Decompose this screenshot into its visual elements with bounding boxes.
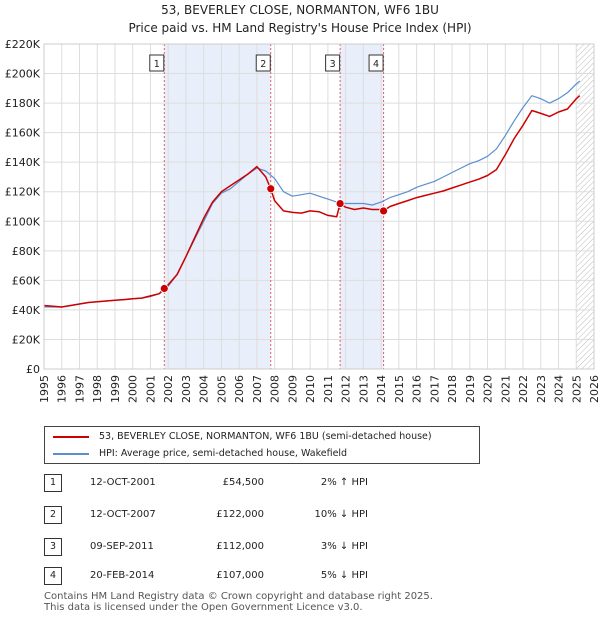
transaction-date: 09-SEP-2011 — [90, 541, 154, 552]
legend-item-property: 53, BEVERLEY CLOSE, NORMANTON, WF6 1BU (… — [53, 429, 432, 445]
x-tick-label: 2018 — [446, 375, 459, 403]
price-chart: 1 2 3 4 £0 £20K £40K £60K £80K £100K £120K £140K £16… — [5, 38, 600, 403]
x-tick-label: 2015 — [393, 375, 406, 403]
x-tick-label: 1999 — [109, 375, 122, 403]
x-tick-label: 2008 — [269, 375, 282, 403]
x-tick-label: 2017 — [428, 375, 441, 403]
property-line-swatch — [53, 435, 89, 438]
sale-label-text: 3 — [330, 59, 336, 70]
x-tick-label: 2013 — [357, 375, 370, 403]
x-tick-label: 2021 — [499, 375, 512, 403]
y-tick-label: £140K — [5, 156, 41, 169]
x-tick-label: 1996 — [56, 375, 69, 403]
sale-label-box — [255, 54, 271, 72]
transaction-price: £107,000 — [216, 570, 264, 581]
transaction-hpi: 3% ↓ HPI — [320, 541, 368, 552]
chart-title: 53, BEVERLEY CLOSE, NORMANTON, WF6 1BU — [161, 3, 439, 17]
transaction-price: £112,000 — [216, 541, 264, 552]
x-tick-label: 2000 — [127, 375, 140, 403]
x-tick-label: 2012 — [340, 375, 353, 403]
transaction-date: 12-OCT-2001 — [90, 477, 156, 488]
ownership-band — [340, 44, 384, 369]
sale-point — [379, 206, 388, 216]
x-tick-label: 2005 — [215, 375, 228, 403]
x-tick-label: 2020 — [482, 375, 495, 403]
sale-point — [159, 284, 169, 293]
y-tick-label: £0 — [26, 363, 40, 376]
legend-label-property: 53, BEVERLEY CLOSE, NORMANTON, WF6 1BU (… — [99, 431, 432, 442]
x-tick-label: 2010 — [304, 375, 317, 403]
legend-item-hpi: HPI: Average price, semi-detached house,… — [53, 446, 347, 462]
forecast-hatch — [576, 44, 594, 369]
transaction-hpi: 5% ↓ HPI — [320, 570, 368, 581]
x-tick-label: 2009 — [286, 375, 299, 403]
sale-label-box — [149, 54, 165, 72]
y-tick-label: £100K — [5, 215, 41, 228]
transaction-date: 20-FEB-2014 — [90, 570, 155, 581]
y-tick-label: £220K — [5, 38, 41, 51]
chart-subtitle: Price paid vs. HM Land Registry's House … — [128, 21, 472, 35]
footer-copyright: Contains HM Land Registry data © Crown c… — [44, 591, 433, 602]
legend: 53, BEVERLEY CLOSE, NORMANTON, WF6 1BU (… — [44, 426, 480, 464]
x-tick-label: 2001 — [144, 375, 157, 403]
ownership-band — [164, 44, 271, 369]
transaction-price: £54,500 — [222, 477, 264, 488]
y-tick-label: £60K — [12, 274, 41, 287]
x-tick-label: 2023 — [535, 375, 548, 403]
x-tick-label: 1995 — [38, 375, 51, 403]
y-tick-label: £180K — [5, 97, 41, 110]
x-tick-label: 2026 — [588, 375, 600, 403]
transaction-price: £122,000 — [216, 509, 264, 520]
x-tick-label: 2025 — [570, 375, 583, 403]
y-tick-label: £120K — [5, 186, 41, 199]
x-tick-label: 2011 — [322, 375, 335, 403]
y-tick-label: £160K — [5, 127, 41, 140]
transaction-badge: 2 — [44, 506, 62, 524]
x-tick-label: 2022 — [517, 375, 530, 403]
legend-label-hpi: HPI: Average price, semi-detached house,… — [99, 448, 348, 459]
transaction-row: 1 12-OCT-2001 £54,500 2% ↑ HPI — [44, 473, 464, 493]
x-tick-label: 2007 — [251, 375, 264, 403]
x-tick-label: 2014 — [375, 375, 388, 403]
transaction-row: 3 09-SEP-2011 £112,000 3% ↓ HPI — [44, 537, 464, 557]
transaction-badge: 1 — [44, 474, 62, 492]
transaction-hpi: 2% ↑ HPI — [320, 477, 368, 488]
footer-licence: This data is licensed under the Open Gov… — [44, 602, 363, 613]
property-price-line — [43, 95, 581, 308]
x-tick-label: 1998 — [91, 375, 104, 403]
transaction-hpi: 10% ↓ HPI — [314, 509, 368, 520]
x-tick-label: 2004 — [198, 375, 211, 403]
hpi-line-swatch — [53, 452, 89, 455]
plot-frame — [43, 43, 595, 370]
plot-area — [44, 44, 594, 369]
y-tick-label: £200K — [5, 68, 41, 81]
transaction-badge: 4 — [44, 567, 62, 585]
x-tick-label: 2003 — [180, 375, 193, 403]
sale-label-box — [325, 54, 341, 72]
sale-point — [266, 184, 276, 194]
sale-point — [335, 199, 345, 208]
y-tick-label: £20K — [12, 333, 41, 346]
transaction-row: 2 12-OCT-2007 £122,000 10% ↓ HPI — [44, 505, 464, 525]
transaction-date: 12-OCT-2007 — [90, 509, 156, 520]
sale-label-box — [368, 54, 384, 72]
sale-label-text: 4 — [373, 59, 379, 70]
transaction-badge: 3 — [44, 538, 62, 556]
x-tick-label: 1997 — [73, 375, 86, 403]
x-tick-label: 2002 — [162, 375, 175, 403]
x-tick-label: 2006 — [233, 375, 246, 403]
y-tick-label: £80K — [12, 245, 41, 258]
x-tick-label: 2016 — [411, 375, 424, 403]
x-tick-label: 2024 — [553, 375, 566, 403]
transaction-row: 4 20-FEB-2014 £107,000 5% ↓ HPI — [44, 566, 464, 586]
y-tick-label: £40K — [12, 304, 41, 317]
x-tick-label: 2019 — [464, 375, 477, 403]
sale-label-text: 1 — [154, 59, 160, 70]
sale-label-text: 2 — [260, 59, 266, 70]
